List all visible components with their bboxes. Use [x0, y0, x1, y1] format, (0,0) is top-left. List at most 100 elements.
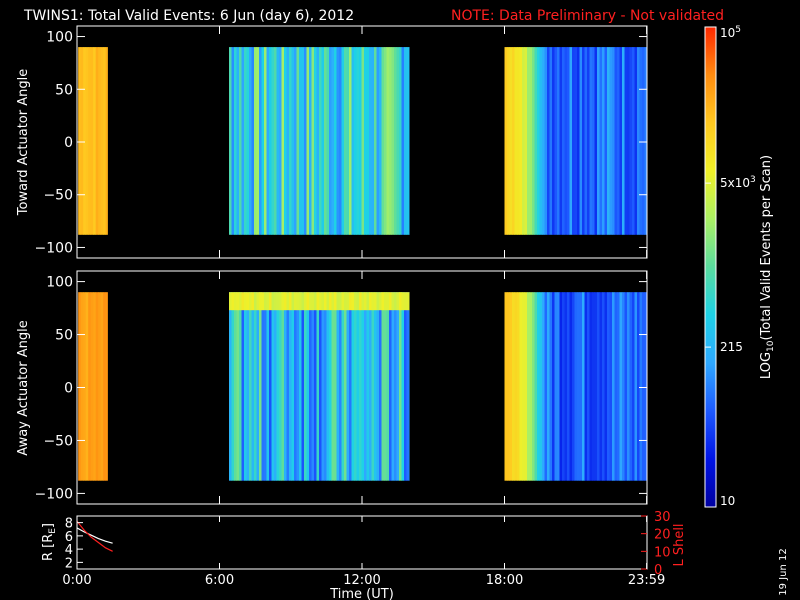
toward-heatmap-column	[291, 47, 295, 235]
away-y-label: Away Actuator Angle	[16, 320, 31, 455]
away-heatmap-column	[504, 292, 508, 481]
away-heatmap-column	[629, 292, 633, 481]
away-heatmap-top-band	[286, 292, 290, 311]
away-heatmap-column	[279, 292, 282, 481]
toward-heatmap-column	[544, 47, 548, 235]
away-heatmap-column	[514, 292, 518, 481]
toward-heatmap-column	[234, 47, 237, 235]
away-heatmap-top-band	[336, 292, 340, 311]
r-series-line	[76, 527, 113, 544]
away-heatmap-top-band	[381, 292, 385, 311]
away-heatmap-top-band	[289, 292, 292, 311]
toward-heatmap-column	[374, 47, 377, 235]
toward-heatmap-column	[404, 47, 407, 235]
away-heatmap-top-band	[304, 292, 307, 311]
toward-heatmap-column	[572, 47, 575, 235]
away-heatmap-column	[266, 292, 270, 481]
away-heatmap-column	[537, 292, 540, 481]
away-heatmap-column	[316, 292, 320, 481]
away-y-tick-label: 0	[64, 381, 73, 397]
away-heatmap-column	[384, 292, 387, 481]
toward-heatmap-column	[619, 47, 623, 235]
away-heatmap-top-band	[319, 292, 322, 311]
away-heatmap-column	[534, 292, 538, 481]
toward-heatmap-column	[514, 47, 518, 235]
away-heatmap-column	[236, 292, 240, 481]
away-heatmap-column	[361, 292, 365, 481]
away-heatmap-top-band	[384, 292, 387, 311]
toward-heatmap-column	[542, 47, 545, 235]
away-heatmap-column	[644, 292, 647, 481]
away-y-tick-label: 100	[46, 275, 73, 291]
r-tick-label: 4	[65, 543, 73, 558]
away-heatmap-column	[604, 292, 608, 481]
toward-heatmap-column	[289, 47, 292, 235]
away-heatmap-column	[582, 292, 585, 481]
toward-heatmap-column	[577, 47, 580, 235]
toward-heatmap-column	[271, 47, 275, 235]
away-heatmap-column	[251, 292, 255, 481]
toward-heatmap-column	[241, 47, 245, 235]
toward-heatmap-column	[269, 47, 272, 235]
away-heatmap-column	[389, 292, 392, 481]
away-heatmap-top-band	[394, 292, 397, 311]
toward-heatmap-column	[517, 47, 520, 235]
toward-heatmap-column	[634, 47, 638, 235]
away-heatmap-column	[291, 292, 295, 481]
away-heatmap-column	[296, 292, 300, 481]
away-heatmap-column	[359, 292, 362, 481]
away-heatmap-column	[83, 292, 87, 481]
toward-heatmap-column	[329, 47, 332, 235]
away-heatmap-column	[512, 292, 515, 481]
toward-x-ticks	[76, 26, 648, 258]
away-heatmap-top-band	[386, 292, 390, 311]
away-heatmap-top-band	[351, 292, 355, 311]
toward-heatmap-column	[376, 47, 380, 235]
away-heatmap-top-band	[324, 292, 327, 311]
toward-heatmap-column	[304, 47, 307, 235]
away-heatmap-top-band	[241, 292, 245, 311]
away-heatmap-column	[371, 292, 375, 481]
toward-heatmap-column	[612, 47, 615, 235]
away-heatmap-top-band	[401, 292, 405, 311]
away-heatmap-column	[336, 292, 340, 481]
toward-heatmap-column	[90, 47, 94, 235]
date-stamp: 19 Jun 12	[778, 548, 789, 595]
toward-heatmap-column	[509, 47, 513, 235]
away-heatmap-column	[321, 292, 325, 481]
away-heatmap-top-band	[269, 292, 272, 311]
colorbar-tick-label: 105	[720, 25, 741, 40]
toward-heatmap-column	[229, 47, 232, 235]
away-heatmap-column	[339, 292, 342, 481]
r-tick-label: 6	[65, 530, 73, 545]
toward-heatmap-column	[609, 47, 613, 235]
away-heatmap-column	[639, 292, 643, 481]
toward-heatmap-column	[399, 47, 402, 235]
away-heatmap-column	[524, 292, 528, 481]
toward-heatmap-column	[627, 47, 630, 235]
toward-heatmap-column	[584, 47, 588, 235]
away-heatmap-column	[381, 292, 385, 481]
toward-heatmap-column	[105, 47, 108, 235]
away-heatmap-top-band	[254, 292, 257, 311]
toward-heatmap-column	[532, 47, 535, 235]
toward-heatmap-column	[331, 47, 335, 235]
toward-heatmap-column	[103, 47, 107, 235]
colorbar-tick-label: 215	[720, 340, 743, 354]
away-heatmap-top-band	[366, 292, 370, 311]
away-heatmap-column	[554, 292, 558, 481]
away-heatmap-top-band	[341, 292, 345, 311]
away-heatmap-column	[379, 292, 382, 481]
toward-heatmap-column	[539, 47, 543, 235]
away-heatmap-column	[254, 292, 257, 481]
away-heatmap-column	[78, 292, 82, 481]
toward-heatmap-column	[396, 47, 400, 235]
away-heatmap-top-band	[391, 292, 395, 311]
toward-y-tick-label: −100	[35, 240, 73, 256]
away-heatmap-column	[249, 292, 252, 481]
away-heatmap-top-band	[346, 292, 350, 311]
away-heatmap-column	[539, 292, 543, 481]
away-heatmap-column	[229, 292, 232, 481]
time-tick-label: 0:00	[62, 573, 91, 588]
toward-heatmap-column	[567, 47, 570, 235]
